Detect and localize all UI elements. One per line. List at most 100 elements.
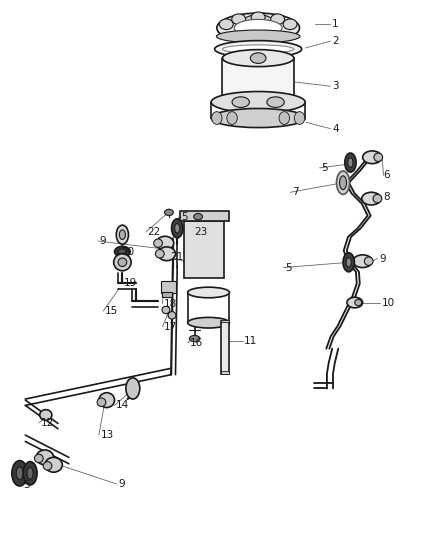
Ellipse shape [118,249,127,254]
Bar [221,320,230,374]
Bar [180,212,229,221]
Ellipse shape [232,97,250,108]
Bar [162,292,173,297]
Bar [221,372,230,374]
Text: 3: 3 [332,81,339,91]
Ellipse shape [116,225,128,244]
Ellipse shape [187,317,230,328]
Text: 20: 20 [121,247,134,257]
Text: 17: 17 [164,322,177,332]
Ellipse shape [283,19,297,29]
Bar [184,221,224,278]
Bar [221,319,230,321]
Text: 13: 13 [101,430,114,440]
Ellipse shape [36,450,53,465]
Text: 10: 10 [382,297,395,308]
Ellipse shape [165,209,173,216]
Text: 22: 22 [148,227,161,237]
Ellipse shape [336,171,350,195]
Ellipse shape [154,239,162,247]
Text: 12: 12 [41,418,54,428]
Ellipse shape [267,97,284,108]
Ellipse shape [162,306,170,314]
Text: 9: 9 [379,254,386,263]
Text: 5: 5 [181,212,187,222]
Ellipse shape [271,14,285,25]
Ellipse shape [294,112,305,124]
Ellipse shape [172,219,183,238]
Ellipse shape [353,255,372,268]
Ellipse shape [215,41,302,58]
Text: 9: 9 [100,236,106,246]
Ellipse shape [347,297,363,308]
Text: 6: 6 [384,171,390,180]
Ellipse shape [374,153,383,161]
Ellipse shape [27,467,33,479]
Ellipse shape [119,230,125,239]
Text: 15: 15 [105,306,118,316]
Bar [223,58,294,103]
Ellipse shape [251,12,265,22]
Ellipse shape [223,50,294,67]
Text: 18: 18 [164,298,177,309]
Ellipse shape [16,467,23,480]
Ellipse shape [175,223,180,233]
Ellipse shape [158,247,176,261]
Ellipse shape [339,176,346,190]
Ellipse shape [115,246,130,257]
Ellipse shape [187,287,230,298]
Text: 2: 2 [332,36,339,46]
Ellipse shape [343,253,354,272]
Ellipse shape [12,461,28,486]
Text: 21: 21 [170,252,184,262]
Ellipse shape [97,398,106,407]
Ellipse shape [126,378,140,399]
Ellipse shape [223,45,294,53]
Ellipse shape [45,457,62,472]
Text: 4: 4 [332,124,339,134]
Ellipse shape [241,14,276,36]
Ellipse shape [23,462,37,485]
Ellipse shape [279,112,290,124]
Ellipse shape [227,112,237,124]
Text: 9: 9 [118,479,125,489]
Text: 1: 1 [332,19,339,29]
Ellipse shape [189,335,200,342]
Text: 5: 5 [321,163,328,173]
Ellipse shape [345,153,356,172]
Ellipse shape [211,92,305,113]
Ellipse shape [362,192,381,205]
Ellipse shape [118,258,127,266]
Ellipse shape [234,19,282,36]
Text: 7: 7 [292,187,299,197]
Ellipse shape [155,249,164,258]
Ellipse shape [373,195,382,203]
Ellipse shape [40,410,52,420]
Ellipse shape [363,151,382,164]
Text: 5: 5 [285,263,292,272]
Ellipse shape [346,257,351,267]
Ellipse shape [114,254,131,271]
Ellipse shape [364,257,373,265]
Ellipse shape [348,158,353,167]
Ellipse shape [168,312,176,319]
Ellipse shape [355,300,362,306]
Text: 14: 14 [116,400,130,410]
Text: 8: 8 [384,191,390,201]
Ellipse shape [211,109,305,127]
Ellipse shape [219,19,233,29]
Ellipse shape [156,236,174,250]
Text: 19: 19 [124,278,138,288]
Ellipse shape [216,30,300,43]
Text: 5: 5 [23,480,30,490]
Ellipse shape [232,14,246,25]
Ellipse shape [251,53,266,63]
Ellipse shape [223,95,294,112]
Ellipse shape [217,13,300,43]
Text: 16: 16 [189,338,203,348]
Text: 23: 23 [194,227,208,237]
Ellipse shape [43,462,52,470]
Text: 11: 11 [244,336,258,346]
Bar [161,281,176,293]
Ellipse shape [194,214,202,220]
